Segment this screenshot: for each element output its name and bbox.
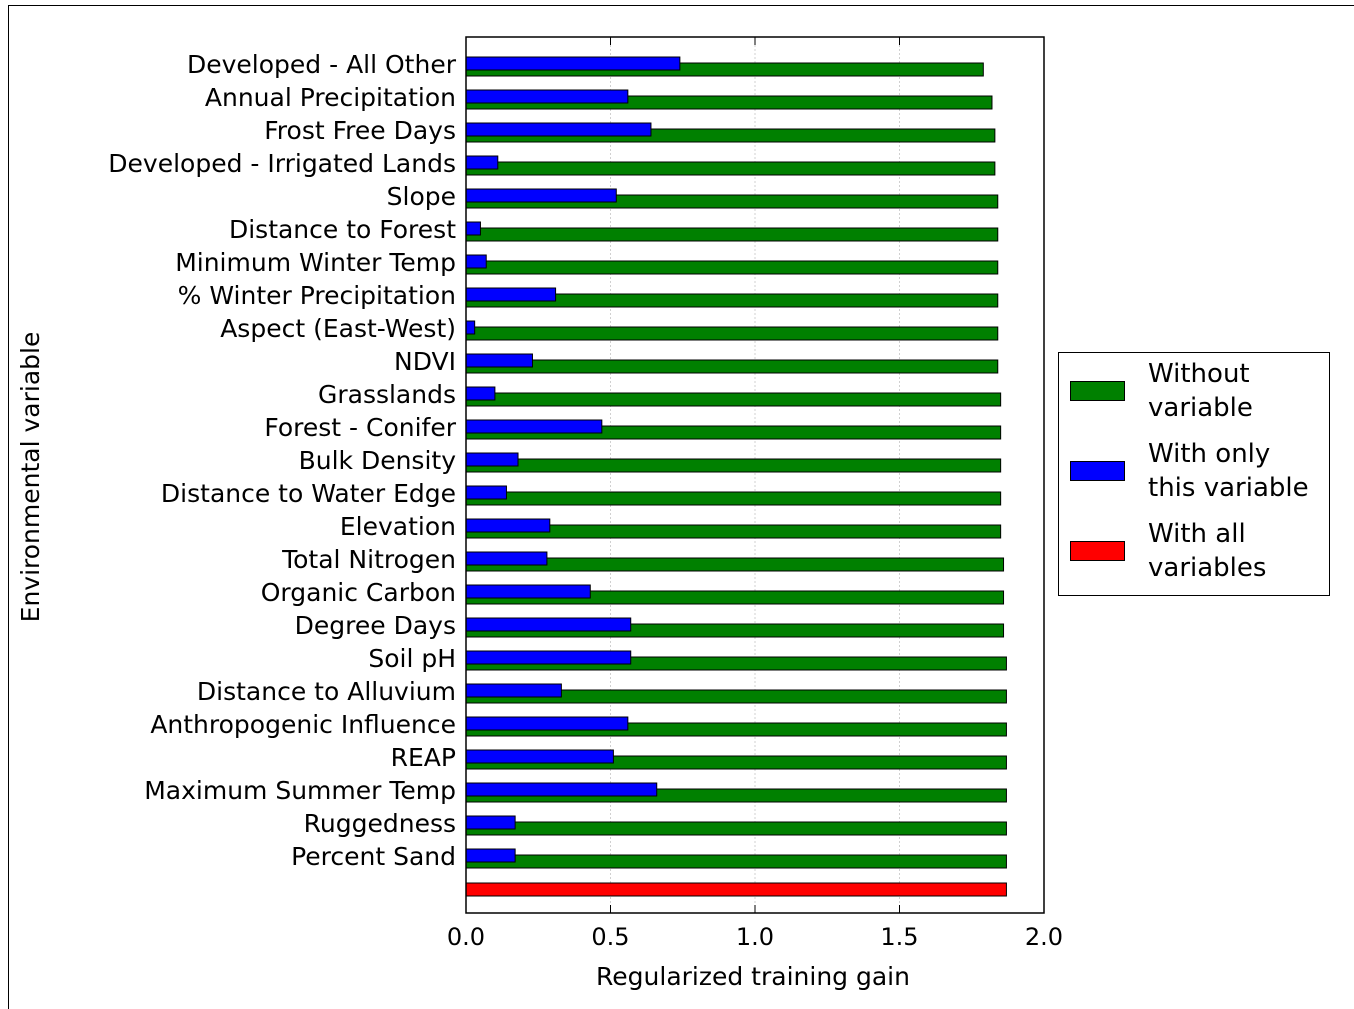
- y-tick-label: Developed - Irrigated Lands: [108, 149, 456, 178]
- bar: [465, 716, 629, 731]
- y-tick-label: Forest - Conifer: [264, 413, 456, 442]
- bar: [465, 452, 519, 467]
- bar: [465, 518, 551, 533]
- legend-swatch: [1070, 381, 1125, 401]
- bar: [465, 491, 1002, 506]
- legend-label: With all variables: [1148, 519, 1267, 583]
- y-tick-label: Degree Days: [295, 611, 456, 640]
- x-tick-label: 0.0: [447, 923, 485, 951]
- plot-area: 0.0 0.5 1.0 1.5 2.0 Developed - All Other Annu…: [108, 36, 1063, 951]
- bar: [465, 221, 481, 236]
- x-tick-label: 0.5: [591, 923, 629, 951]
- legend-swatch: [1070, 461, 1125, 481]
- y-tick-label: Ruggedness: [304, 809, 456, 838]
- bar: [465, 617, 632, 632]
- bar: [465, 353, 533, 368]
- frame: [8, 5, 1354, 1009]
- legend-swatch: [1070, 541, 1125, 561]
- bar: [465, 458, 1002, 473]
- bar: [465, 584, 591, 599]
- bar: [465, 326, 999, 341]
- y-tick-label: Developed - All Other: [187, 50, 457, 79]
- y-tick-label: Frost Free Days: [264, 116, 456, 145]
- bar: [465, 821, 1007, 836]
- legend-item: With only this variable: [1059, 437, 1329, 507]
- y-tick-label: Anthropogenic Influence: [150, 710, 456, 739]
- y-tick-label: Total Nitrogen: [281, 545, 456, 574]
- y-tick-label: Distance to Alluvium: [197, 677, 456, 706]
- x-tick-label: 1.0: [736, 923, 774, 951]
- y-tick-label: Minimum Winter Temp: [175, 248, 456, 277]
- bar: [465, 155, 499, 170]
- bar: [465, 650, 632, 665]
- bar: [465, 227, 999, 242]
- bar: [465, 815, 516, 830]
- bar: [465, 320, 476, 335]
- y-tick-label: Distance to Forest: [229, 215, 456, 244]
- y-tick-label: Elevation: [340, 512, 456, 541]
- legend-label: With only this variable: [1148, 439, 1309, 503]
- y-axis-title: Environmental variable: [16, 332, 45, 623]
- bar: [465, 854, 1007, 869]
- legend-label: Without variable: [1148, 359, 1253, 423]
- bar: [465, 188, 617, 203]
- y-tick-label: Bulk Density: [299, 446, 457, 475]
- legend: Without variable With only this variable W…: [1058, 352, 1330, 596]
- bar: [465, 683, 562, 698]
- y-tick-label: Distance to Water Edge: [161, 479, 456, 508]
- legend-item: With all variables: [1059, 517, 1329, 587]
- y-tick-label: Organic Carbon: [261, 578, 456, 607]
- y-tick-label: NDVI: [394, 347, 456, 376]
- y-tick-label: Maximum Summer Temp: [144, 776, 456, 805]
- x-tick-label: 2.0: [1025, 923, 1063, 951]
- plot-border: [465, 36, 1045, 914]
- bar: [465, 392, 1002, 407]
- bar: [465, 359, 999, 374]
- x-axis-title: Regularized training gain: [596, 962, 910, 991]
- y-tick-label: Annual Precipitation: [205, 83, 456, 112]
- y-tick-label: Soil pH: [368, 644, 456, 673]
- legend-item: Without variable: [1059, 357, 1329, 427]
- bar: [465, 485, 507, 500]
- bar: [465, 161, 996, 176]
- bar: [465, 848, 516, 863]
- bar: [465, 419, 603, 434]
- x-tick-label: 1.5: [880, 923, 918, 951]
- bar: [465, 287, 557, 302]
- bar: [465, 56, 681, 71]
- bar: [465, 122, 652, 137]
- y-tick-label: Slope: [387, 182, 456, 211]
- bar: [465, 882, 1007, 897]
- bar: [465, 386, 496, 401]
- bar: [465, 749, 614, 764]
- bar: [465, 782, 658, 797]
- y-tick-label: Grasslands: [318, 380, 456, 409]
- bar: [465, 260, 999, 275]
- bar: [465, 254, 487, 269]
- bar: [465, 551, 548, 566]
- y-tick-label: Percent Sand: [291, 842, 456, 871]
- y-tick-label: Aspect (East-West): [220, 314, 456, 343]
- y-tick-label: % Winter Precipitation: [178, 281, 456, 310]
- bar: [465, 89, 629, 104]
- y-tick-label: REAP: [391, 743, 456, 772]
